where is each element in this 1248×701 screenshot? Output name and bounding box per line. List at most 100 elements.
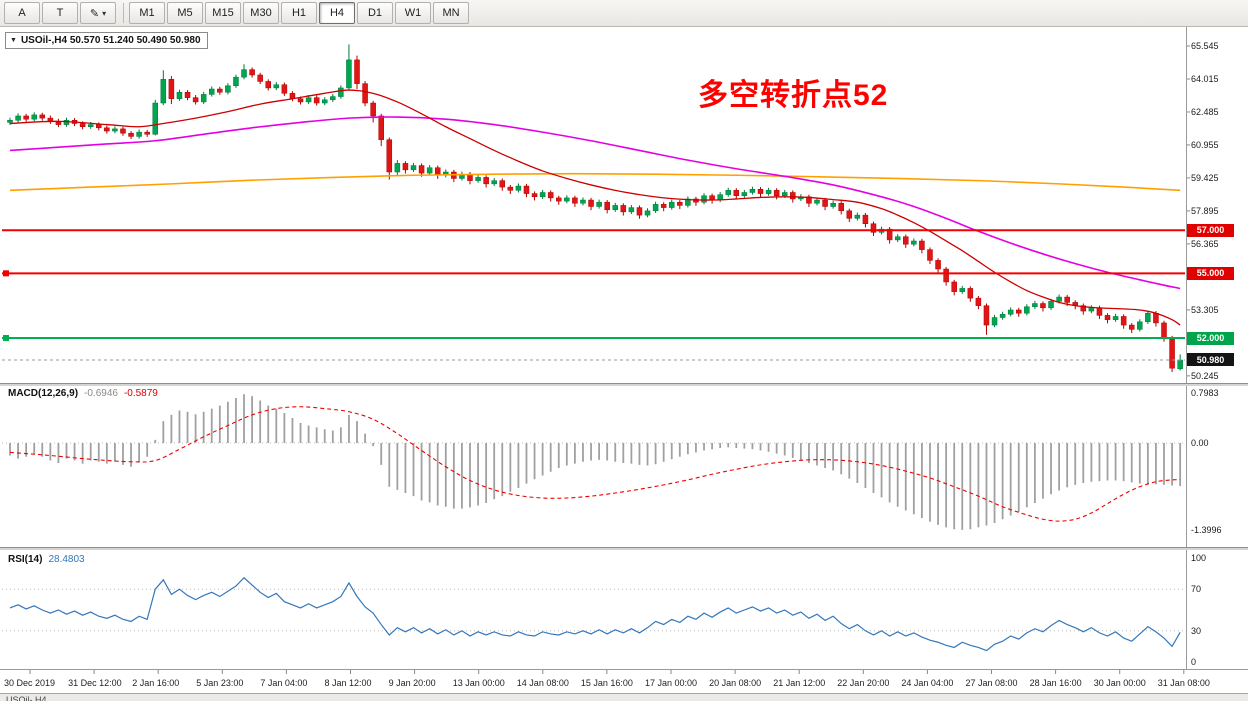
price-axis-label: 56.365 [1191, 238, 1219, 249]
candle-up [668, 201, 675, 208]
candle-down [128, 132, 134, 137]
candle-down [660, 204, 667, 208]
panel-divider-rsi[interactable] [0, 547, 1248, 550]
candle-down [378, 115, 384, 140]
chart-title-box[interactable]: ▼ USOil-,H4 50.570 51.240 50.490 50.980 [5, 32, 208, 49]
candle-up [305, 97, 312, 103]
candle-down [354, 59, 360, 84]
candle-up [394, 163, 401, 173]
candle-down [967, 288, 974, 299]
rsi-line [9, 576, 1181, 652]
chart-ohlc-title: USOil-,H4 50.570 51.240 50.490 50.980 [20, 35, 201, 46]
rsi-axis-label: 100 [1191, 553, 1207, 563]
candle-down [773, 190, 780, 196]
macd-axis-label: 0.7983 [1191, 388, 1219, 399]
candle-up [515, 185, 522, 191]
time-axis-label: 17 Jan 00:00 [645, 678, 698, 688]
time-axis-label: 20 Jan 08:00 [709, 678, 762, 688]
candle-down [257, 74, 263, 82]
timeframe-button-M15[interactable]: M15 [205, 2, 241, 24]
price-axis-label: 53.305 [1191, 304, 1219, 315]
price-axis-label: 64.015 [1191, 73, 1219, 84]
macd-name: MACD(12,26,9) [8, 388, 79, 399]
candle-down [572, 197, 578, 204]
candle-down [297, 98, 304, 103]
candle-up [959, 288, 966, 292]
candle-up [1024, 306, 1030, 314]
toolbar: A T ✎ ▾ M1 M5 M15 M30 H1 H4 D1 W1 MN [0, 0, 1248, 27]
candle-down [531, 193, 538, 198]
rsi-value: 28.4803 [48, 554, 85, 565]
time-axis-label: 14 Jan 08:00 [516, 678, 569, 688]
candle-up [233, 76, 239, 87]
candle-up [225, 85, 231, 93]
time-axis-label: 31 Dec 12:00 [68, 678, 122, 688]
candle-down [418, 165, 425, 174]
time-axis-label: 13 Jan 00:00 [452, 678, 505, 688]
candle-up [7, 120, 13, 123]
candle-up [491, 180, 497, 185]
price-axis-line[interactable] [1186, 27, 1187, 669]
cursor-a-button[interactable]: A [4, 2, 40, 24]
time-axis-separator [0, 669, 1248, 670]
time-axis-label: 30 Dec 2019 [4, 678, 56, 688]
timeframe-button-W1[interactable]: W1 [395, 2, 431, 24]
timeframe-button-MN[interactable]: MN [433, 2, 469, 24]
candle-down [1064, 296, 1070, 303]
price-badge-55.000: 55.000 [1187, 266, 1234, 280]
candle-down [1096, 307, 1103, 316]
window-tab-bar[interactable]: USOil-,H4 [0, 693, 1248, 701]
candle-down [604, 201, 610, 210]
draw-tool-button[interactable]: ✎ ▾ [80, 2, 116, 24]
candle-down [1104, 315, 1111, 320]
ma-mid-magenta [9, 116, 1181, 290]
panel-divider-macd[interactable] [0, 383, 1248, 386]
timeframe-button-D1[interactable]: D1 [357, 2, 393, 24]
candle-down [1040, 303, 1046, 309]
candle-down [168, 79, 175, 99]
time-axis-label: 22 Jan 20:00 [837, 678, 890, 688]
time-axis-label: 9 Jan 20:00 [388, 678, 436, 688]
time-axis-label: 8 Jan 12:00 [324, 678, 372, 688]
candle-down [975, 297, 982, 306]
time-axis-label: 21 Jan 12:00 [773, 678, 826, 688]
ma-slow-orange [9, 172, 1181, 192]
candle-up [741, 192, 748, 196]
candle-down [547, 192, 554, 199]
candle-up [346, 59, 352, 89]
chart-annotation-text[interactable]: 多空转折点52 [698, 79, 889, 112]
candle-down [217, 88, 223, 93]
candle-up [1177, 359, 1183, 370]
candle-down [499, 180, 506, 188]
toolbar-separator [123, 3, 124, 23]
chart-window-tab[interactable]: USOil-,H4 [6, 695, 47, 701]
hline-handle [3, 270, 9, 277]
time-axis-label: 30 Jan 00:00 [1093, 678, 1146, 688]
candle-up [200, 94, 207, 103]
timeframe-button-M1[interactable]: M1 [129, 2, 165, 24]
dropdown-arrow-icon[interactable]: ▾ [102, 8, 107, 18]
candle-down [523, 185, 530, 194]
collapse-arrow-icon[interactable]: ▼ [10, 37, 17, 44]
candle-down [39, 114, 46, 119]
rsi-axis-label: 0 [1191, 657, 1197, 667]
candle-down [677, 201, 683, 206]
timeframe-button-H1[interactable]: H1 [281, 2, 317, 24]
timeframe-button-M30[interactable]: M30 [243, 2, 279, 24]
candle-down [370, 102, 376, 117]
timeframe-button-H4[interactable]: H4 [319, 2, 355, 24]
time-axis-label: 24 Jan 04:00 [901, 678, 954, 688]
price-badge-50.980: 50.980 [1187, 353, 1234, 367]
price-axis-label: 65.545 [1191, 41, 1219, 51]
candle-down [1120, 316, 1127, 326]
timeframe-button-M5[interactable]: M5 [167, 2, 203, 24]
candle-up [911, 240, 917, 245]
candle-up [814, 199, 820, 204]
candle-down [983, 305, 990, 326]
candle-down [903, 236, 909, 245]
ma-fast-red [9, 89, 1181, 326]
candle-up [136, 131, 142, 137]
text-tool-button[interactable]: T [42, 2, 78, 24]
macd-signal-value: -0.5879 [123, 388, 158, 399]
